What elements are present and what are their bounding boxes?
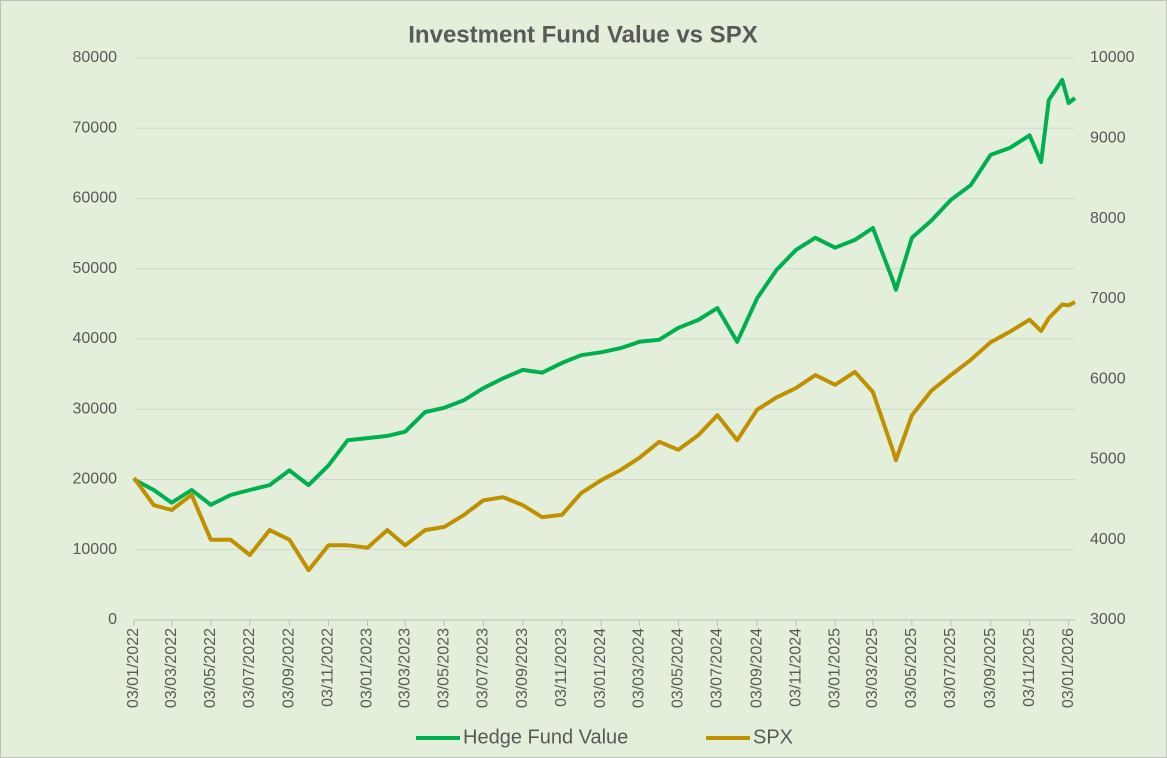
y2-tick-label: 5000 [1090,451,1126,468]
x-tick-label: 03/07/2023 [474,628,491,708]
x-tick-label: 03/03/2022 [163,628,180,708]
y-tick-label: 50000 [73,260,118,277]
y2-tick-label: 8000 [1090,210,1126,227]
series-line [133,77,1077,507]
x-tick-label: 03/05/2024 [670,628,687,708]
x-tick-label: 03/01/2024 [592,628,609,708]
x-tick-label: 03/07/2025 [942,628,959,708]
x-tick-label: 03/03/2025 [864,628,881,708]
x-tick-label: 03/01/2025 [826,628,843,708]
x-tick-label: 03/07/2024 [709,628,726,708]
y-tick-label: 40000 [73,330,118,347]
x-tick-label: 03/01/2022 [125,628,142,708]
y-tick-label: 10000 [73,541,118,558]
series-line [132,300,1076,573]
x-tick-label: 03/09/2022 [281,628,298,708]
legend-label: Hedge Fund Value [463,726,628,748]
y2-tick-label: 4000 [1090,531,1126,548]
x-tick-label: 03/07/2022 [241,628,258,708]
y-tick-label: 70000 [73,119,118,136]
x-tick-label: 03/09/2024 [748,628,765,708]
y-tick-label: 30000 [73,400,118,417]
x-tick-label: 03/09/2025 [982,628,999,708]
y2-tick-label: 10000 [1090,49,1135,66]
x-tick-label: 03/05/2023 [435,628,452,708]
chart-title: Investment Fund Value vs SPX [408,21,757,48]
x-tick-label: 03/11/2025 [1021,628,1038,707]
x-tick-label: 03/05/2025 [903,628,920,708]
x-tick-label: 03/11/2024 [787,628,804,707]
y-tick-label: 0 [108,611,117,628]
x-tick-label: 03/01/2023 [359,628,376,708]
x-tick-label: 03/11/2023 [553,628,570,707]
x-tick-label: 03/03/2023 [396,628,413,708]
legend-label: SPX [753,726,793,748]
x-tick-label: 03/11/2022 [320,628,337,707]
y2-tick-label: 9000 [1090,130,1126,147]
y2-tick-label: 7000 [1090,290,1126,307]
y-tick-label: 80000 [73,49,118,66]
x-tick-label: 03/05/2022 [202,628,219,708]
x-tick-label: 03/03/2024 [631,628,648,708]
y2-tick-label: 3000 [1090,611,1126,628]
x-tick-label: 03/01/2026 [1060,628,1077,708]
x-tick-label: 03/09/2023 [514,628,531,708]
y2-tick-label: 6000 [1090,370,1126,387]
y-tick-label: 20000 [73,471,118,488]
y-tick-label: 60000 [73,190,118,207]
